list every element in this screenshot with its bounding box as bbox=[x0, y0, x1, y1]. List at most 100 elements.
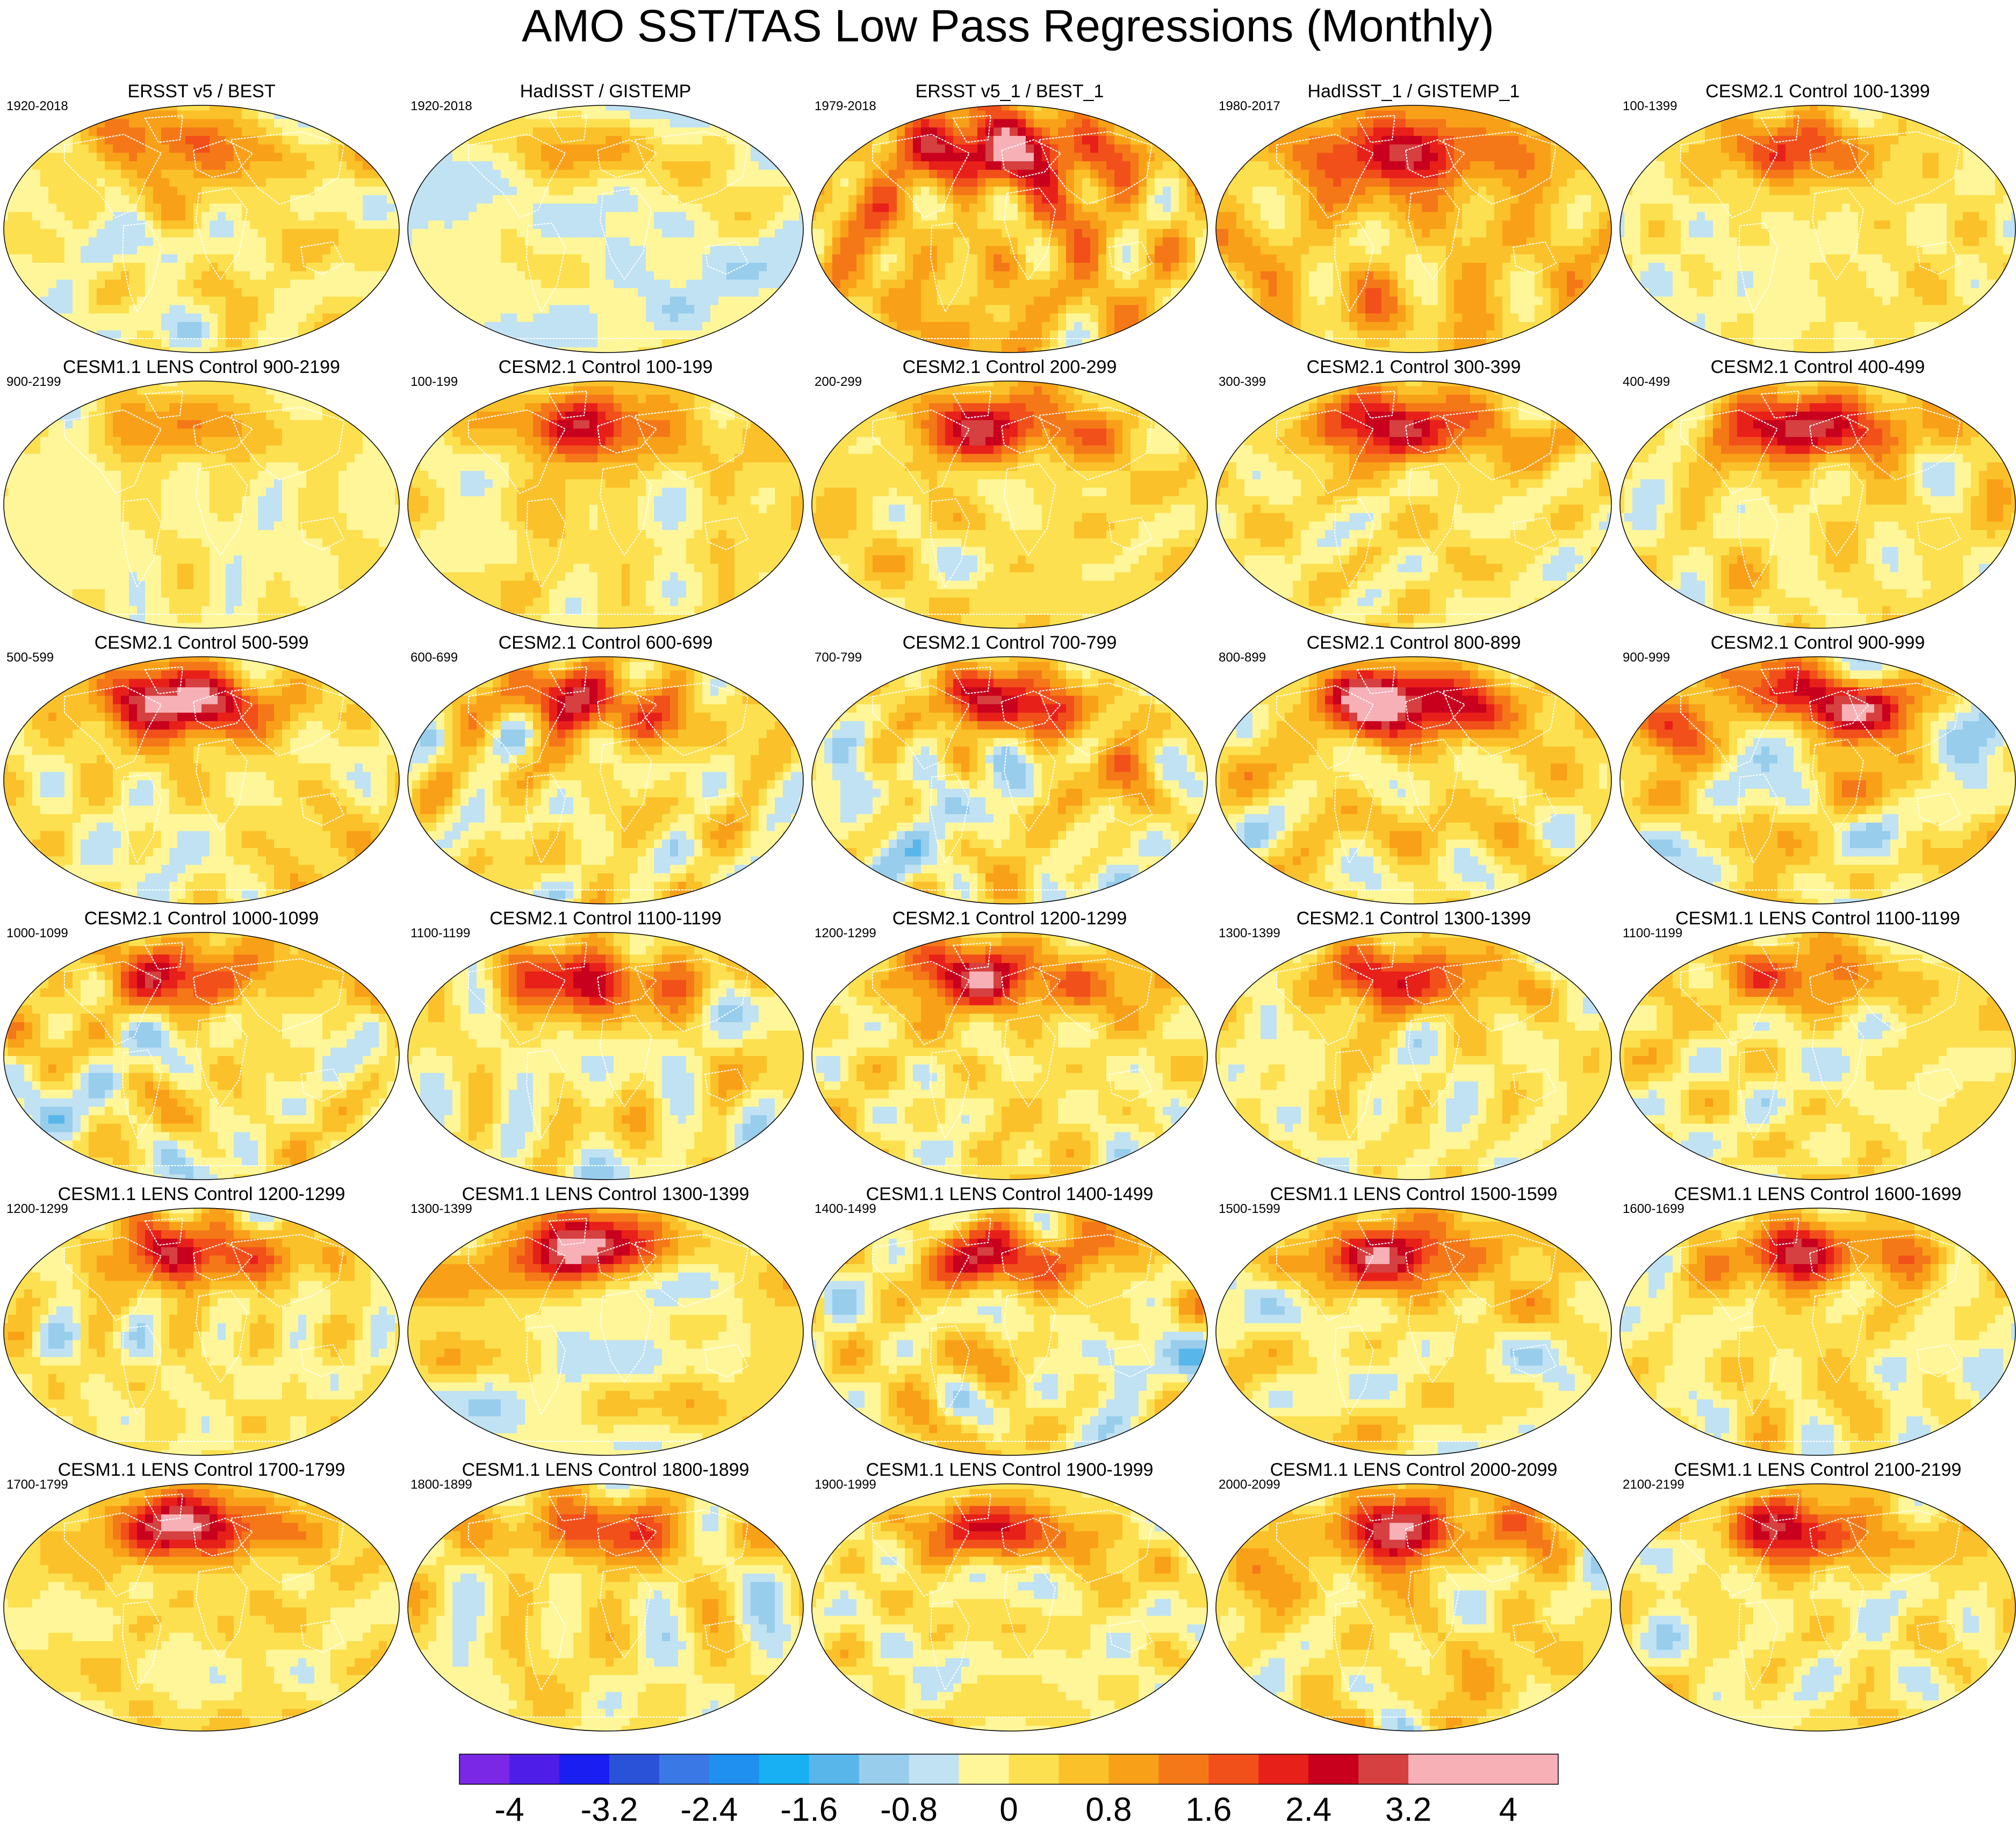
panel-year-range: 600-699 bbox=[411, 650, 458, 665]
panel-year-range: 1980-2017 bbox=[1219, 99, 1280, 114]
colorbar-swatch bbox=[909, 1754, 960, 1784]
panel-year-range: 300-399 bbox=[1219, 375, 1266, 390]
regression-map bbox=[1215, 1483, 1612, 1732]
regression-map bbox=[407, 932, 804, 1180]
colorbar-swatch bbox=[509, 1754, 560, 1784]
colorbar-swatch bbox=[1009, 1754, 1059, 1784]
coastlines bbox=[1648, 390, 1992, 615]
colorbar-tick-label: 4 bbox=[1499, 1791, 1517, 1824]
map-border bbox=[407, 380, 804, 629]
colorbar-swatch bbox=[1408, 1754, 1459, 1784]
regression-map bbox=[3, 1208, 400, 1456]
map-panel: CESM2.1 Control 200-299 200-299 bbox=[808, 356, 1211, 631]
colorbar-frame bbox=[459, 1754, 1559, 1785]
coastlines bbox=[840, 1217, 1184, 1442]
regression-map bbox=[3, 1483, 400, 1732]
regression-map bbox=[811, 1483, 1208, 1732]
map-border bbox=[811, 1208, 1208, 1456]
panel-year-range: 2100-2199 bbox=[1623, 1477, 1684, 1492]
panel-title: CESM1.1 LENS Control 1700-1799 bbox=[0, 1459, 403, 1481]
map-border bbox=[1215, 105, 1612, 353]
map-panel: CESM1.1 LENS Control 1500-1599 1500-1599 bbox=[1212, 1183, 1615, 1459]
map-panel: CESM1.1 LENS Control 2100-2199 2100-2199 bbox=[1616, 1459, 2016, 1734]
map-border bbox=[811, 105, 1208, 353]
regression-map bbox=[811, 1208, 1208, 1456]
colorbar-swatch bbox=[1158, 1754, 1209, 1784]
coastlines bbox=[1244, 114, 1588, 339]
map-border bbox=[1619, 932, 2016, 1180]
panel-year-range: 1700-1799 bbox=[6, 1477, 68, 1492]
panel-title: CESM1.1 LENS Control 1900-1999 bbox=[808, 1459, 1211, 1481]
coastlines bbox=[436, 1493, 780, 1718]
map-panel: CESM1.1 LENS Control 1600-1699 1600-1699 bbox=[1616, 1183, 2016, 1459]
colorbar-swatch bbox=[1108, 1754, 1159, 1784]
coastlines bbox=[1648, 942, 1992, 1166]
map-panel: CESM2.1 Control 800-899 800-899 bbox=[1212, 632, 1615, 907]
map-border bbox=[3, 932, 400, 1180]
map-border bbox=[3, 380, 400, 629]
map-border bbox=[1215, 932, 1612, 1180]
coastlines bbox=[840, 114, 1184, 339]
colorbar-swatch bbox=[1059, 1754, 1109, 1784]
colorbar-tick-label: -1.6 bbox=[780, 1791, 838, 1824]
panel-year-range: 1200-1299 bbox=[815, 926, 876, 941]
coastlines bbox=[32, 1493, 376, 1718]
colorbar-tick-label: 0 bbox=[999, 1791, 1018, 1824]
colorbar-swatch bbox=[1308, 1754, 1359, 1784]
panel-year-range: 500-599 bbox=[6, 650, 54, 665]
regression-map bbox=[3, 105, 400, 353]
coastlines bbox=[840, 1493, 1184, 1718]
panel-year-range: 1600-1699 bbox=[1623, 1202, 1684, 1217]
panel-title: CESM2.1 Control 400-499 bbox=[1616, 356, 2016, 378]
map-field bbox=[1620, 1208, 2015, 1455]
map-border bbox=[1619, 105, 2016, 353]
colorbar-tick-label: 0.8 bbox=[1085, 1791, 1132, 1824]
map-border bbox=[3, 1208, 400, 1456]
colorbar-swatch bbox=[759, 1754, 810, 1784]
coastlines bbox=[1648, 114, 1992, 339]
coastlines bbox=[32, 114, 376, 339]
map-field bbox=[812, 105, 1207, 353]
coastlines bbox=[1648, 666, 1992, 891]
map-border bbox=[811, 932, 1208, 1180]
panel-title: CESM1.1 LENS Control 900-2199 bbox=[0, 356, 403, 378]
coastlines bbox=[436, 114, 780, 339]
coastlines bbox=[840, 942, 1184, 1166]
map-panel: CESM2.1 Control 1100-1199 1100-1199 bbox=[404, 908, 807, 1183]
coastlines bbox=[32, 666, 376, 891]
map-panel: CESM2.1 Control 600-699 600-699 bbox=[404, 632, 807, 907]
map-panel: CESM1.1 LENS Control 1300-1399 1300-1399 bbox=[404, 1183, 807, 1459]
panel-title: CESM2.1 Control 900-999 bbox=[1616, 632, 2016, 654]
regression-map bbox=[407, 380, 804, 629]
colorbar-swatch bbox=[1358, 1754, 1409, 1784]
map-panel: CESM1.1 LENS Control 900-2199 900-2199 bbox=[0, 356, 403, 631]
panel-year-range: 1800-1899 bbox=[411, 1477, 472, 1492]
map-field bbox=[408, 1208, 803, 1455]
coastlines bbox=[32, 942, 376, 1166]
map-panel: ERSST v5_1 / BEST_1 1979-2018 bbox=[808, 81, 1211, 356]
panel-year-range: 1100-1199 bbox=[411, 926, 470, 941]
regression-map bbox=[811, 656, 1208, 904]
panel-title: CESM1.1 LENS Control 1600-1699 bbox=[1616, 1183, 2016, 1205]
panel-year-range: 200-299 bbox=[815, 375, 862, 390]
map-panel: CESM2.1 Control 100-199 100-199 bbox=[404, 356, 807, 631]
panel-year-range: 1100-1199 bbox=[1623, 926, 1682, 941]
panel-year-range: 1000-1099 bbox=[6, 926, 68, 941]
map-border bbox=[407, 1483, 804, 1732]
map-border bbox=[811, 1483, 1208, 1732]
colorbar-swatch bbox=[459, 1754, 510, 1784]
panel-year-range: 700-799 bbox=[815, 650, 862, 665]
coastlines bbox=[1244, 390, 1588, 615]
panel-year-range: 100-199 bbox=[411, 375, 458, 390]
map-panel: HadISST_1 / GISTEMP_1 1980-2017 bbox=[1212, 81, 1615, 356]
colorbar-swatch bbox=[1208, 1754, 1259, 1784]
coastlines bbox=[436, 942, 780, 1166]
regression-map bbox=[811, 932, 1208, 1180]
panel-title: CESM2.1 Control 100-199 bbox=[404, 356, 807, 378]
map-panel: CESM2.1 Control 400-499 400-499 bbox=[1616, 356, 2016, 631]
colorbar-swatch bbox=[709, 1754, 760, 1784]
map-panel: CESM1.1 LENS Control 1400-1499 1400-1499 bbox=[808, 1183, 1211, 1459]
panel-year-range: 1400-1499 bbox=[815, 1202, 876, 1217]
